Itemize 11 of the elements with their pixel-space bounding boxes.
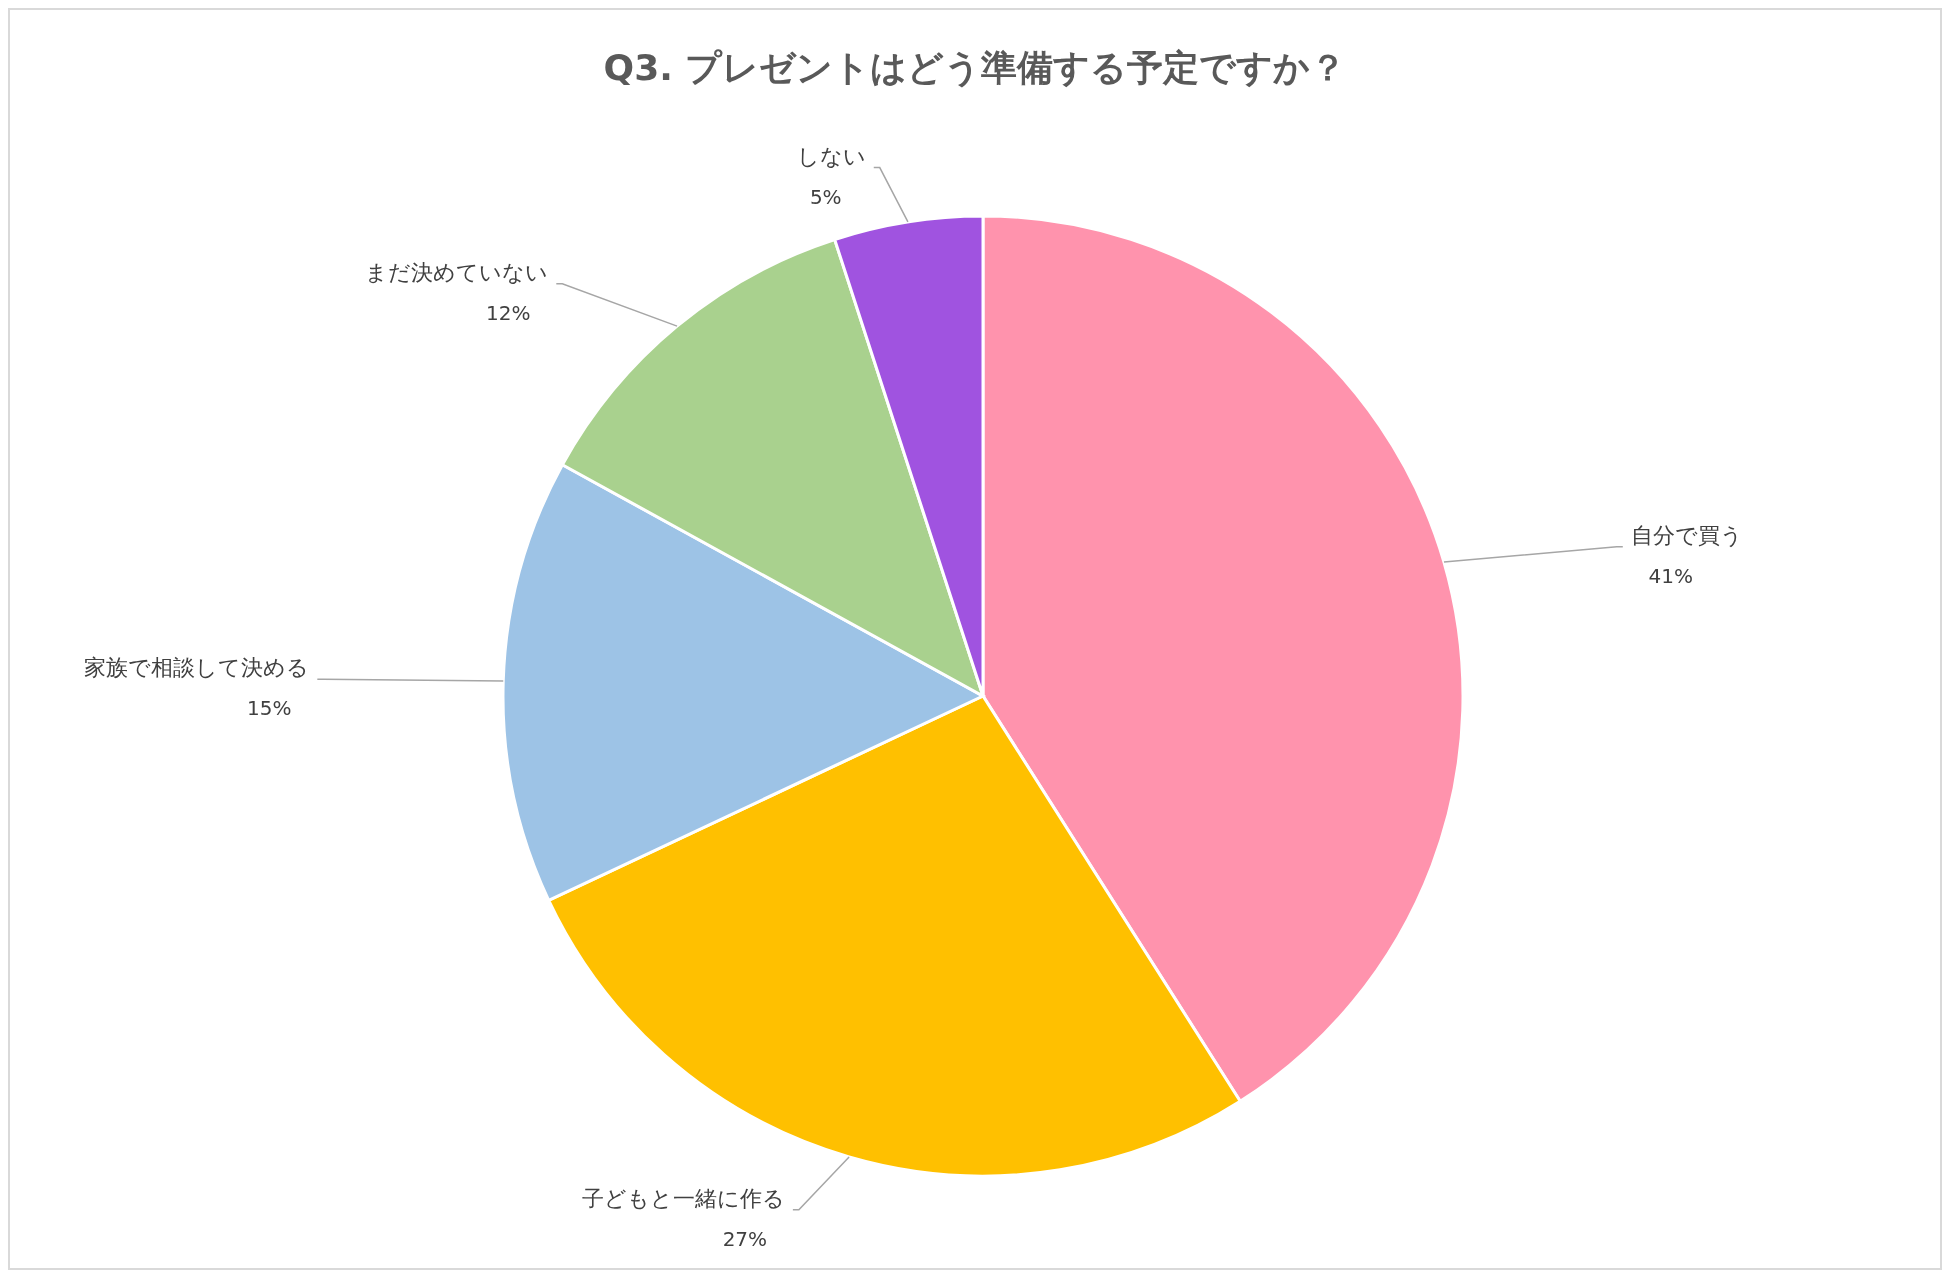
chart-title: Q3. プレゼントはどう準備する予定ですか？ xyxy=(603,47,1347,88)
data-label: 41% xyxy=(1648,563,1694,588)
data-label: 27% xyxy=(722,1226,768,1251)
data-label: 5% xyxy=(809,184,842,209)
slice-label: しない xyxy=(796,143,866,169)
slice-label: 家族で相談して決める xyxy=(84,655,310,681)
data-label: 12% xyxy=(486,300,531,325)
data-label: 15% xyxy=(247,696,292,721)
slice-label: 子どもと一緒に作る xyxy=(581,1185,785,1211)
slice-label: まだ決めていない xyxy=(365,259,549,285)
slice-label: 自分で買う xyxy=(1630,522,1743,548)
